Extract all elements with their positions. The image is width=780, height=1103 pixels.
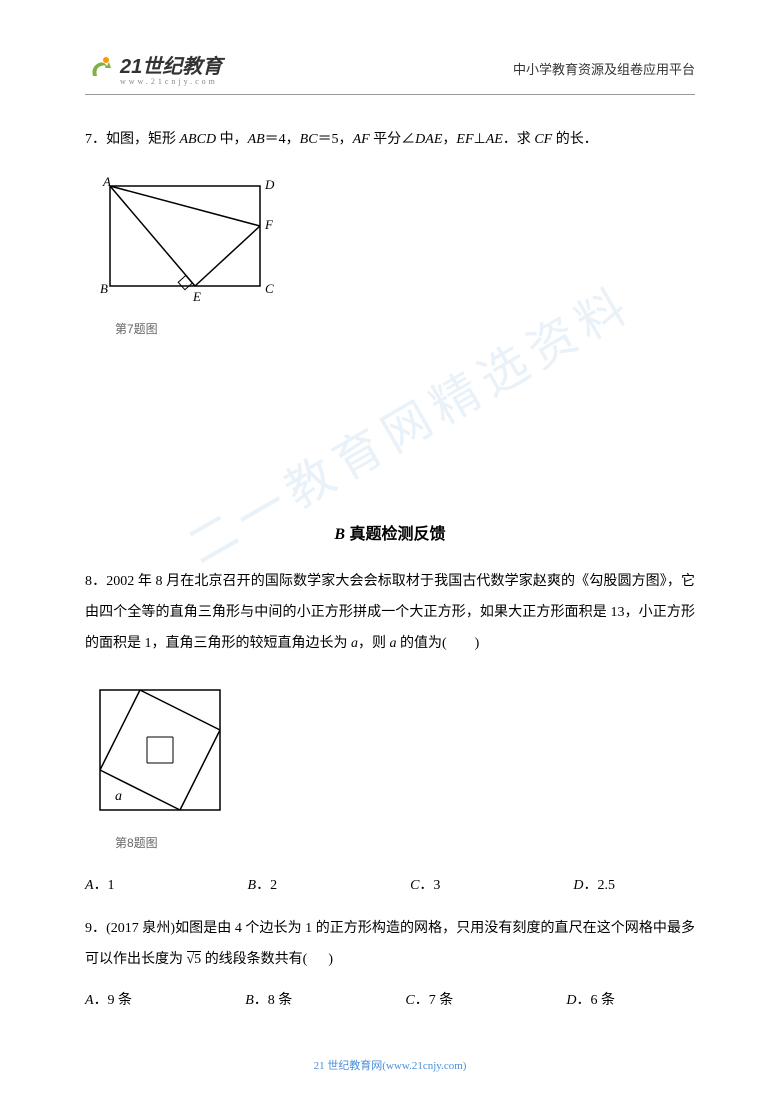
option-9b: B．8 条 bbox=[245, 986, 292, 1017]
option-9a: A．9 条 bbox=[85, 986, 132, 1017]
question-9-options: A．9 条 B．8 条 C．7 条 D．6 条 bbox=[85, 986, 695, 1017]
option-8c: C．3 bbox=[410, 871, 440, 902]
option-9c: C．7 条 bbox=[405, 986, 453, 1017]
figure-7-caption: 第7题图 bbox=[115, 316, 695, 342]
question-8-text: 8．2002 年 8 月在北京召开的国际数学家大会会标取材于我国古代数学家赵爽的… bbox=[85, 567, 695, 659]
option-8d: D．2.5 bbox=[573, 871, 615, 902]
logo-area: 21世纪教育 www.21cnjy.com bbox=[85, 50, 222, 86]
option-8b: B．2 bbox=[248, 871, 278, 902]
question-8: 8．2002 年 8 月在北京召开的国际数学家大会会标取材于我国古代数学家赵爽的… bbox=[85, 567, 695, 902]
question-7-text: 7．如图，矩形 ABCD 中，AB＝4，BC＝5，AF 平分∠DAE，EF⊥AE… bbox=[85, 125, 695, 156]
svg-text:D: D bbox=[264, 177, 275, 192]
svg-text:a: a bbox=[115, 789, 122, 804]
page-header: 21世纪教育 www.21cnjy.com 中小学教育资源及组卷应用平台 bbox=[85, 50, 695, 95]
svg-text:B: B bbox=[100, 281, 108, 296]
page-footer: 21 世纪教育网(www.21cnjy.com) bbox=[0, 1057, 780, 1073]
logo-main-text: 21世纪教育 bbox=[120, 56, 222, 78]
question-9-text: 9．(2017 泉州)如图是由 4 个边长为 1 的正方形构造的网格，只用没有刻… bbox=[85, 914, 695, 976]
logo-icon bbox=[85, 54, 115, 82]
section-b-title: B B 真题检测反馈真题检测反馈 bbox=[85, 517, 695, 552]
figure-8-caption: 第8题图 bbox=[115, 830, 695, 856]
logo-sub-text: www.21cnjy.com bbox=[120, 77, 222, 86]
svg-text:C: C bbox=[265, 281, 274, 296]
figure-7: A D B C E F 第7题图 bbox=[85, 171, 695, 342]
question-8-options: A．1 B．2 C．3 D．2.5 bbox=[85, 871, 695, 902]
figure-8: a 第8题图 bbox=[85, 675, 695, 856]
question-7: 7．如图，矩形 ABCD 中，AB＝4，BC＝5，AF 平分∠DAE，EF⊥AE… bbox=[85, 125, 695, 342]
svg-text:A: A bbox=[102, 174, 111, 189]
question-9: 9．(2017 泉州)如图是由 4 个边长为 1 的正方形构造的网格，只用没有刻… bbox=[85, 914, 695, 1016]
header-title: 中小学教育资源及组卷应用平台 bbox=[513, 59, 695, 78]
svg-text:E: E bbox=[192, 289, 201, 304]
svg-text:F: F bbox=[264, 217, 274, 232]
option-8a: A．1 bbox=[85, 871, 115, 902]
option-9d: D．6 条 bbox=[566, 986, 615, 1017]
